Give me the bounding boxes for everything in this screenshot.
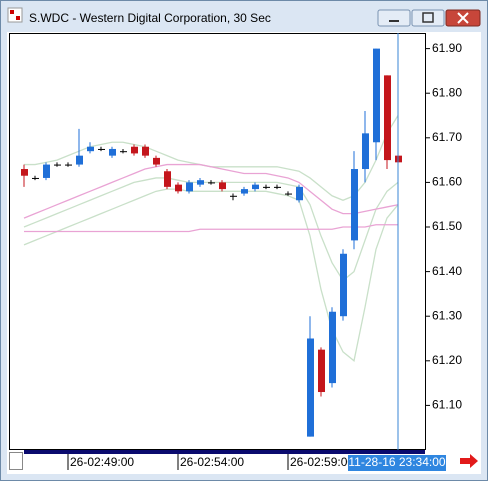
candle-body (219, 182, 226, 190)
plot-area (9, 33, 426, 450)
candle-body (21, 169, 28, 176)
x-tick-label: 26-02:49:00 (70, 455, 134, 469)
candle-body (65, 164, 72, 166)
candle-body (252, 184, 259, 190)
scroll-right-arrow[interactable] (460, 454, 478, 468)
candle-body (384, 75, 391, 161)
candle-body (274, 186, 281, 188)
moving-average-line (23, 163, 399, 219)
cursor-label: 11-28-16 23:34:00 (348, 455, 446, 469)
candle-body (131, 146, 138, 154)
candle-body (153, 157, 160, 165)
minimize-button[interactable] (377, 9, 411, 27)
y-tick-label: 61.40 (432, 264, 462, 278)
cursor-label-box (348, 455, 446, 471)
candle-body (164, 171, 171, 187)
app-icon-dot (16, 16, 20, 20)
candle-body (43, 164, 50, 178)
candle-body (340, 253, 347, 317)
y-tick-label: 61.30 (432, 308, 462, 322)
candle-body (175, 184, 182, 192)
candle-body (296, 186, 303, 201)
maximize-button[interactable] (411, 9, 445, 27)
close-icon (457, 12, 469, 24)
plot (21, 33, 402, 450)
candle-body (87, 146, 94, 152)
candle-body (318, 349, 325, 393)
scrollbar[interactable] (24, 450, 425, 454)
y-tick-label: 61.20 (432, 353, 462, 367)
candle-body (197, 180, 204, 185)
y-tick-label: 61.10 (432, 398, 462, 412)
scroll-box[interactable] (9, 452, 23, 470)
candle-body (120, 151, 127, 153)
app-icon-dot (10, 10, 14, 14)
candle-body (285, 193, 292, 195)
candle-body (307, 338, 314, 437)
y-tick-label: 61.90 (432, 41, 462, 55)
y-tick-label: 61.80 (432, 85, 462, 99)
candle-body (32, 177, 39, 179)
candle-body (208, 182, 215, 184)
candle-body (329, 311, 336, 384)
candle-body (54, 164, 61, 166)
candle-body (373, 48, 380, 143)
candle-body (186, 182, 193, 192)
moving-average-line (24, 224, 398, 233)
y-tick-label: 61.50 (432, 219, 462, 233)
window-title: S.WDC - Western Digital Corporation, 30 … (29, 11, 271, 25)
candle-body (230, 195, 237, 197)
x-tick-label: 26-02:54:00 (180, 455, 244, 469)
candle-body (98, 148, 105, 150)
x-tick-label: 26-02:59:00 (290, 455, 354, 469)
y-tick-label: 61.60 (432, 175, 462, 189)
candle-body (362, 133, 369, 170)
candle-body (76, 155, 83, 165)
candle-body (142, 146, 149, 156)
candle-body (109, 148, 116, 156)
candle-body (263, 186, 270, 188)
candle-body (351, 169, 358, 241)
y-tick-label: 61.70 (432, 130, 462, 144)
maximize-icon (422, 12, 434, 23)
candle-body (241, 189, 248, 194)
